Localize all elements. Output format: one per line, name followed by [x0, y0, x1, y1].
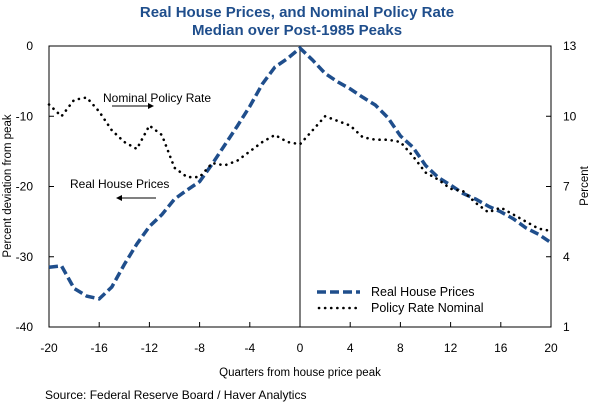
y-right-tick-label: 10	[563, 109, 577, 123]
axis-ticks	[48, 45, 552, 328]
annotation-arrowhead-left	[116, 195, 122, 201]
annotation-real-house-prices: Real House Prices	[70, 177, 169, 191]
x-tick-label: 12	[444, 341, 458, 355]
y-left-tick-label: -40	[16, 320, 34, 334]
y-right-tick-label: 7	[563, 180, 570, 194]
y-right-tick-label: 13	[563, 39, 577, 53]
annotation-nominal-policy-rate: Nominal Policy Rate	[103, 91, 211, 105]
x-tick-label: 4	[347, 341, 354, 355]
x-tick-label: 16	[494, 341, 508, 355]
y-right-tick-label: 4	[563, 250, 570, 264]
axis-tick-labels: -20 -16 -12 -8 -4 0 4 8 12 16 200-10-20-30-4013107…	[16, 39, 577, 355]
x-tick-label: -8	[194, 341, 205, 355]
legend-label-real-house-prices: Real House Prices	[371, 285, 475, 299]
x-tick-label: 20	[544, 341, 558, 355]
y-right-tick-label: 1	[563, 320, 570, 334]
x-tick-label: 8	[397, 341, 404, 355]
y-left-tick-label: 0	[26, 39, 33, 53]
y-axis-left-label: Percent deviation from peak	[2, 114, 14, 257]
x-tick-label: -12	[141, 341, 159, 355]
x-tick-label: 0	[297, 341, 304, 355]
x-tick-label: -4	[244, 341, 255, 355]
legend: Real House Prices Policy Rate Nominal	[317, 285, 484, 315]
series-line-policy-rate	[47, 96, 553, 233]
x-axis-label: Quarters from house price peak	[219, 367, 381, 379]
y-left-tick-label: -10	[16, 109, 34, 123]
chart-title-line1: Real House Prices, and Nominal Policy Ra…	[140, 4, 454, 21]
annotation-arrowhead-right	[148, 103, 154, 109]
source-note: Source: Federal Reserve Board / Haver An…	[45, 388, 306, 402]
x-tick-label: -16	[91, 341, 109, 355]
legend-label-policy-rate: Policy Rate Nominal	[371, 301, 484, 315]
y-left-tick-label: -20	[16, 180, 34, 194]
chart-title-line2: Median over Post-1985 Peaks	[192, 22, 402, 39]
y-left-tick-label: -30	[16, 250, 34, 264]
y-axis-right-label: Percent	[579, 165, 591, 205]
x-tick-label: -20	[40, 341, 58, 355]
